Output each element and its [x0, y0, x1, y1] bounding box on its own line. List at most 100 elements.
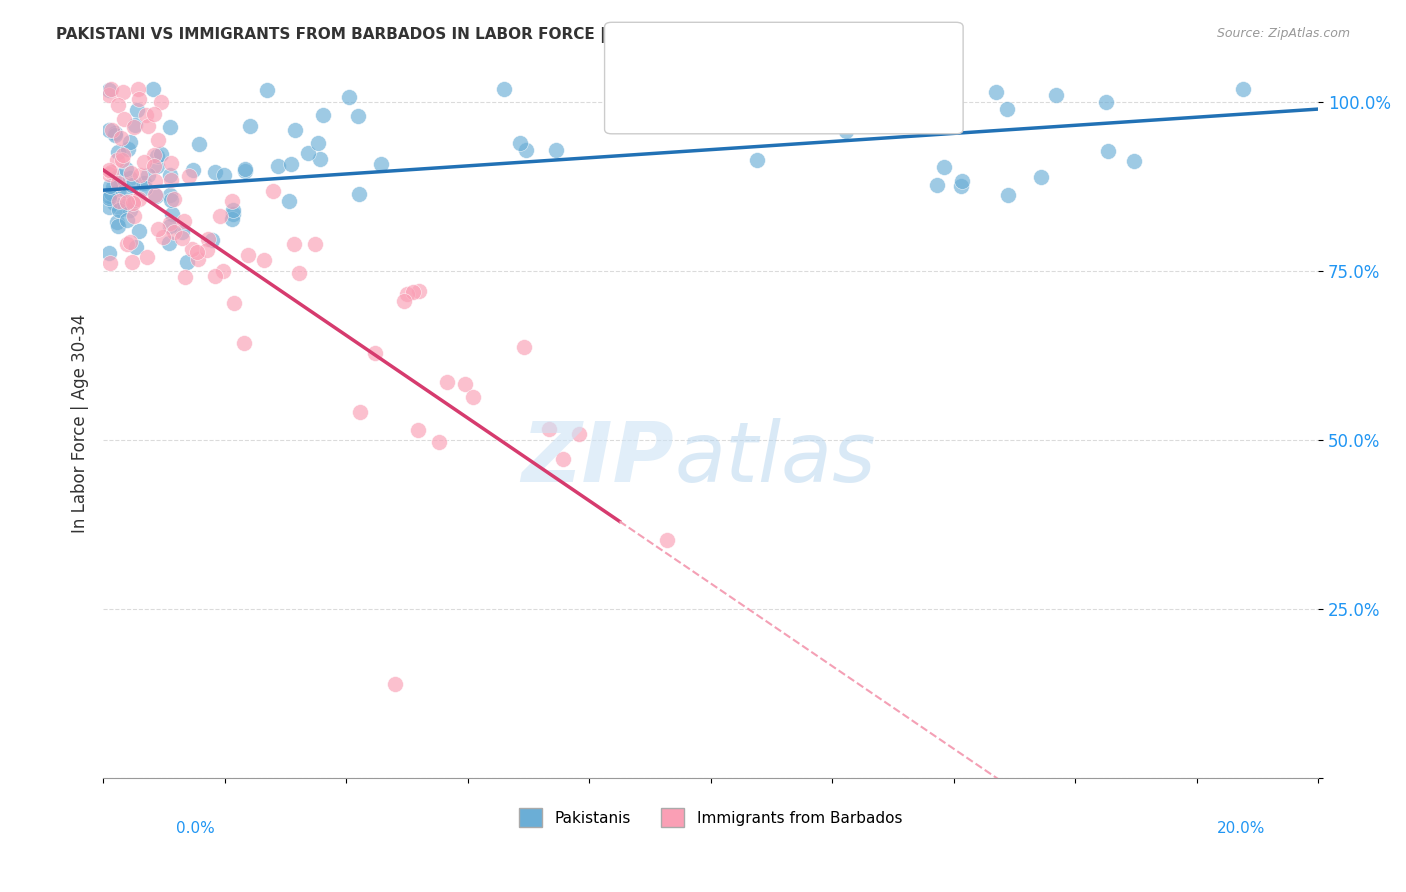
Point — [515, 143, 537, 157]
Point — [384, 676, 406, 690]
Point — [950, 174, 973, 188]
Point — [209, 209, 232, 223]
Point — [669, 112, 692, 127]
Point — [101, 123, 124, 137]
Point — [118, 235, 141, 250]
Text: ZIP: ZIP — [522, 418, 675, 500]
Point — [288, 266, 311, 280]
Point — [233, 335, 256, 350]
Text: 0.130: 0.130 — [689, 46, 737, 61]
Point — [112, 112, 135, 126]
Point — [111, 153, 134, 167]
Point — [114, 183, 136, 197]
Point — [108, 182, 131, 196]
Point — [222, 203, 245, 218]
Point — [142, 159, 165, 173]
Point — [160, 207, 183, 221]
Point — [346, 109, 368, 123]
Point — [204, 269, 226, 284]
Point — [1094, 95, 1116, 110]
Point — [100, 186, 122, 200]
Point — [159, 168, 181, 182]
Point — [98, 200, 121, 214]
Text: 85: 85 — [792, 103, 813, 117]
Point — [278, 194, 301, 208]
Text: atlas: atlas — [675, 418, 876, 500]
Point — [1031, 170, 1053, 185]
Point — [304, 236, 326, 251]
Point — [120, 135, 142, 149]
Point — [104, 127, 127, 141]
Point — [146, 159, 169, 173]
Point — [392, 293, 415, 308]
Point — [408, 284, 430, 298]
Point — [142, 148, 165, 162]
Point — [997, 188, 1019, 202]
Point — [177, 169, 200, 183]
Point — [107, 169, 129, 183]
Point — [253, 252, 276, 267]
Point — [181, 242, 204, 256]
Point — [162, 225, 184, 239]
Point — [107, 98, 129, 112]
Point — [115, 237, 138, 252]
Point — [117, 197, 139, 211]
Point — [105, 153, 128, 167]
Point — [149, 147, 172, 161]
Point — [121, 194, 143, 209]
Point — [396, 287, 419, 301]
Point — [98, 245, 121, 260]
Point — [146, 133, 169, 147]
Point — [98, 256, 121, 270]
Point — [235, 164, 257, 178]
Point — [115, 213, 138, 227]
Point — [1232, 82, 1254, 96]
Point — [463, 390, 485, 404]
Point — [107, 176, 129, 190]
Point — [98, 167, 121, 181]
Point — [160, 155, 183, 169]
Text: 94: 94 — [778, 46, 799, 61]
Point — [747, 153, 769, 167]
Point — [849, 106, 872, 120]
Point — [108, 202, 131, 217]
Point — [454, 376, 477, 391]
Point — [98, 191, 121, 205]
Point — [267, 159, 290, 173]
Point — [108, 194, 131, 208]
Text: -0.503: -0.503 — [689, 103, 744, 117]
Point — [98, 123, 121, 137]
Point — [655, 533, 678, 547]
Point — [100, 164, 122, 178]
Point — [163, 193, 186, 207]
Point — [160, 193, 183, 207]
Point — [125, 240, 148, 254]
Point — [121, 255, 143, 269]
Text: N =: N = — [745, 46, 775, 61]
Point — [142, 82, 165, 96]
Point — [134, 177, 156, 191]
Point — [136, 119, 159, 133]
Point — [159, 216, 181, 230]
Point — [98, 189, 121, 203]
Point — [121, 178, 143, 193]
Point — [537, 422, 560, 436]
Point — [1097, 144, 1119, 158]
Point — [107, 145, 129, 159]
Point — [172, 225, 194, 239]
Point — [112, 148, 135, 162]
Point — [115, 195, 138, 210]
Point — [492, 82, 515, 96]
Point — [349, 404, 371, 418]
Point — [170, 231, 193, 245]
Point — [143, 107, 166, 121]
Point — [553, 452, 575, 467]
Point — [128, 224, 150, 238]
Point — [283, 237, 305, 252]
Text: R =: R = — [643, 103, 676, 117]
Point — [181, 162, 204, 177]
Point — [117, 142, 139, 156]
Text: Source: ZipAtlas.com: Source: ZipAtlas.com — [1216, 27, 1350, 40]
Point — [103, 195, 125, 210]
Point — [124, 118, 146, 132]
